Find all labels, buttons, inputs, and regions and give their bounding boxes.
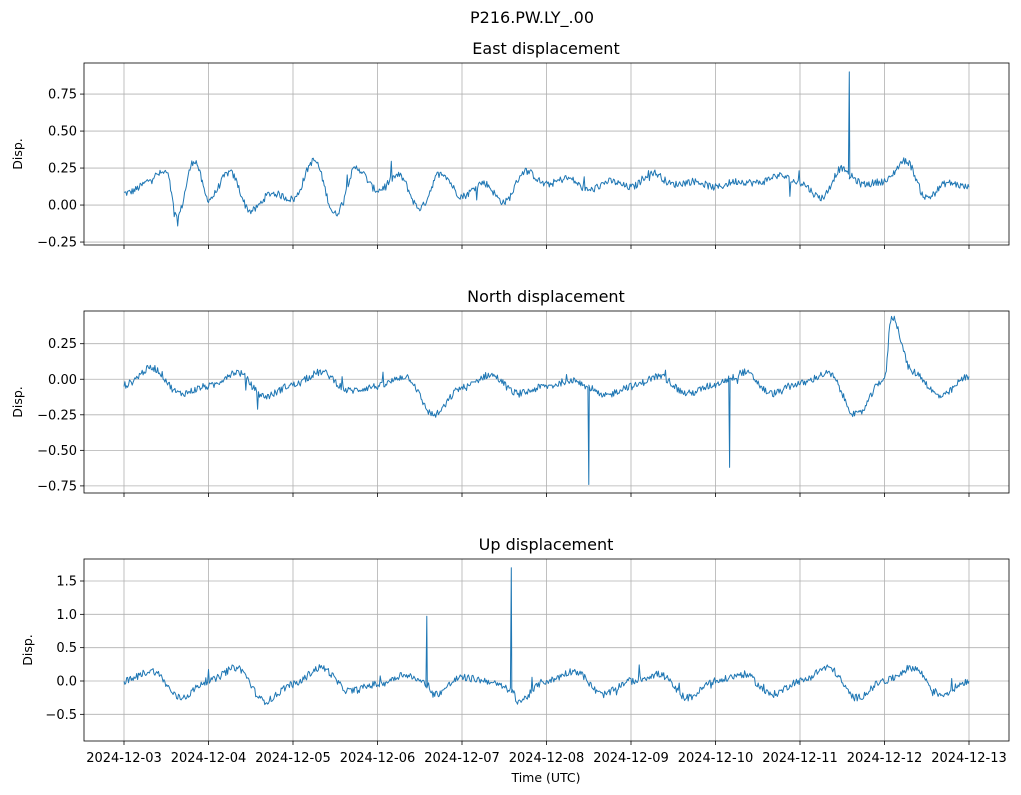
y-tick-label: 0.00 — [48, 373, 77, 388]
y-tick-label: 1.5 — [56, 575, 77, 590]
y-tick-label: 0.25 — [48, 162, 77, 177]
panel-title: East displacement — [472, 39, 619, 58]
y-tick-label: 0.0 — [56, 675, 77, 690]
series-line — [123, 567, 970, 706]
y-axis-label: Disp. — [10, 386, 25, 418]
x-tick-label: 2024-12-09 — [593, 751, 669, 766]
x-tick-label: 2024-12-08 — [509, 751, 585, 766]
x-tick-label: 2024-12-07 — [424, 751, 500, 766]
figure-suptitle: P216.PW.LY_.00 — [470, 8, 594, 28]
y-tick-label: 0.5 — [56, 641, 77, 656]
east-displacement-panel: East displacement Disp. −0.25 0.00 0.25 0.5… — [10, 39, 1010, 251]
y-tick-label: −0.25 — [37, 408, 77, 423]
y-tick-label: 0.25 — [48, 337, 77, 352]
x-tick-label: 2024-12-05 — [255, 751, 331, 766]
y-tick-label: −0.25 — [37, 236, 77, 251]
x-tick-label: 2024-12-03 — [86, 751, 162, 766]
y-tick-label: −0.75 — [37, 479, 77, 494]
y-axis-label: Disp. — [10, 138, 25, 170]
series-line — [123, 71, 970, 227]
y-tick-label: −0.5 — [45, 708, 77, 723]
x-tick-label: 2024-12-12 — [847, 751, 923, 766]
y-tick-label: −0.50 — [37, 444, 77, 459]
x-tick-label: 2024-12-04 — [171, 751, 247, 766]
y-tick-label: 0.50 — [48, 125, 77, 140]
x-tick-label: 2024-12-10 — [678, 751, 754, 766]
panel-title: Up displacement — [479, 535, 614, 554]
x-tick-label: 2024-12-11 — [762, 751, 838, 766]
series-line — [123, 315, 970, 485]
x-axis-label: Time (UTC) — [510, 770, 580, 785]
x-tick-label: 2024-12-13 — [931, 751, 1007, 766]
up-displacement-panel: Up displacement Disp. −0.5 0.0 0.5 1.0 1.5 20… — [20, 535, 1010, 766]
y-tick-label: 1.0 — [56, 608, 77, 623]
y-tick-label: 0.00 — [48, 199, 77, 214]
y-axis-label: Disp. — [20, 634, 35, 666]
y-tick-label: 0.75 — [48, 88, 77, 103]
x-tick-label: 2024-12-06 — [340, 751, 416, 766]
north-displacement-panel: North displacement Disp. −0.75 −0.50 −0.25… — [10, 287, 1010, 497]
panel-title: North displacement — [467, 287, 625, 306]
